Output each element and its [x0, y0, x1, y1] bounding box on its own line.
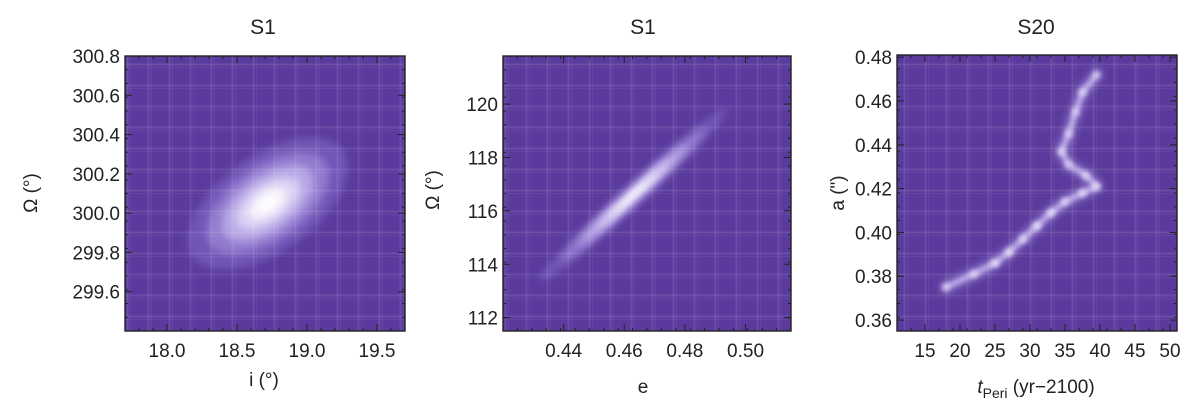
panel-1-title: S1 [250, 16, 276, 39]
y-tick-label: 118 [468, 148, 498, 169]
panel-1: S1 18.0 18.5 19.0 19.5 299.6 299.8 300.0 300.2… [21, 16, 406, 391]
panel-3-x-axis-label-main: t [977, 377, 983, 398]
y-tick-label: 299.6 [72, 283, 120, 304]
panel-1-x-axis-label: i (°) [249, 370, 279, 391]
panel-1-y-axis-label: Ω (°) [21, 173, 42, 213]
panel-3-x-axis-label-subscript: Peri [983, 385, 1008, 401]
x-tick-label: 30 [1019, 341, 1040, 362]
y-tick-label: 300.8 [72, 47, 120, 68]
panel-2-y-tick-labels: 112 114 116 118 120 [466, 95, 498, 330]
y-tick-label: 116 [468, 202, 498, 223]
panel-1-y-tick-labels: 299.6 299.8 300.0 300.2 300.4 300.6 300.8 [72, 47, 120, 304]
y-tick-label: 299.8 [72, 243, 120, 264]
panel-3-y-axis-label: a (") [828, 175, 849, 210]
x-tick-label: 0.48 [666, 341, 703, 362]
panel-2-x-tick-labels: 0.44 0.46 0.48 0.50 [545, 341, 764, 362]
panel-3: S20 15 20 25 30 35 40 45 50 0.36 0.38 0.40 0.42 0.4… [828, 16, 1181, 401]
panel-2-y-axis-label: Ω (°) [423, 170, 444, 210]
y-tick-label: 300.2 [72, 165, 120, 186]
x-tick-label: 35 [1054, 341, 1075, 362]
y-tick-label: 0.36 [855, 311, 892, 332]
panel-3-frame [896, 54, 1178, 332]
x-tick-label: 19.5 [359, 341, 396, 362]
panel-3-x-tick-labels: 15 20 25 30 35 40 45 50 [914, 341, 1180, 362]
panel-3-grid-texture [897, 55, 1177, 331]
y-tick-label: 112 [468, 309, 498, 330]
x-tick-label: 45 [1124, 341, 1145, 362]
x-tick-label: 50 [1159, 341, 1180, 362]
x-tick-label: 18.0 [149, 341, 186, 362]
panel-3-x-axis-label-rest: (yr−2100) [1008, 377, 1095, 398]
y-tick-label: 0.42 [855, 180, 892, 201]
y-tick-label: 0.46 [855, 92, 892, 113]
x-tick-label: 25 [984, 341, 1005, 362]
panel-1-grid-texture [125, 56, 405, 331]
panel-2-title: S1 [630, 16, 656, 39]
panel-1-frame [124, 55, 406, 332]
x-tick-label: 40 [1089, 341, 1110, 362]
x-tick-label: 18.5 [219, 341, 256, 362]
y-tick-label: 300.0 [72, 204, 120, 225]
y-tick-label: 0.38 [855, 267, 892, 288]
panel-2-grid-texture [503, 56, 791, 331]
panel-1-x-tick-labels: 18.0 18.5 19.0 19.5 [149, 341, 396, 362]
panel-2-frame [502, 55, 792, 332]
x-tick-label: 0.44 [545, 341, 582, 362]
panel-3-title: S20 [1017, 16, 1054, 39]
panel-3-y-tick-labels: 0.36 0.38 0.40 0.42 0.44 0.46 0.48 [855, 48, 892, 332]
panel-3-x-axis-label: tPeri (yr−2100) [977, 377, 1094, 401]
y-tick-label: 0.44 [855, 136, 892, 157]
x-tick-label: 20 [949, 341, 970, 362]
x-tick-label: 19.0 [289, 341, 326, 362]
y-tick-label: 300.4 [72, 126, 120, 147]
y-tick-label: 114 [468, 255, 499, 276]
y-tick-label: 0.48 [855, 48, 892, 69]
y-tick-label: 120 [466, 95, 498, 116]
panel-2-x-axis-label: e [638, 377, 649, 398]
x-tick-label: 15 [914, 341, 935, 362]
y-tick-label: 0.40 [855, 223, 892, 244]
panel-2: S1 0.44 0.46 0.48 0.50 112 114 116 118 120 e Ω … [423, 16, 792, 398]
y-tick-label: 300.6 [72, 86, 120, 107]
x-tick-label: 0.50 [727, 341, 764, 362]
x-tick-label: 0.46 [606, 341, 643, 362]
